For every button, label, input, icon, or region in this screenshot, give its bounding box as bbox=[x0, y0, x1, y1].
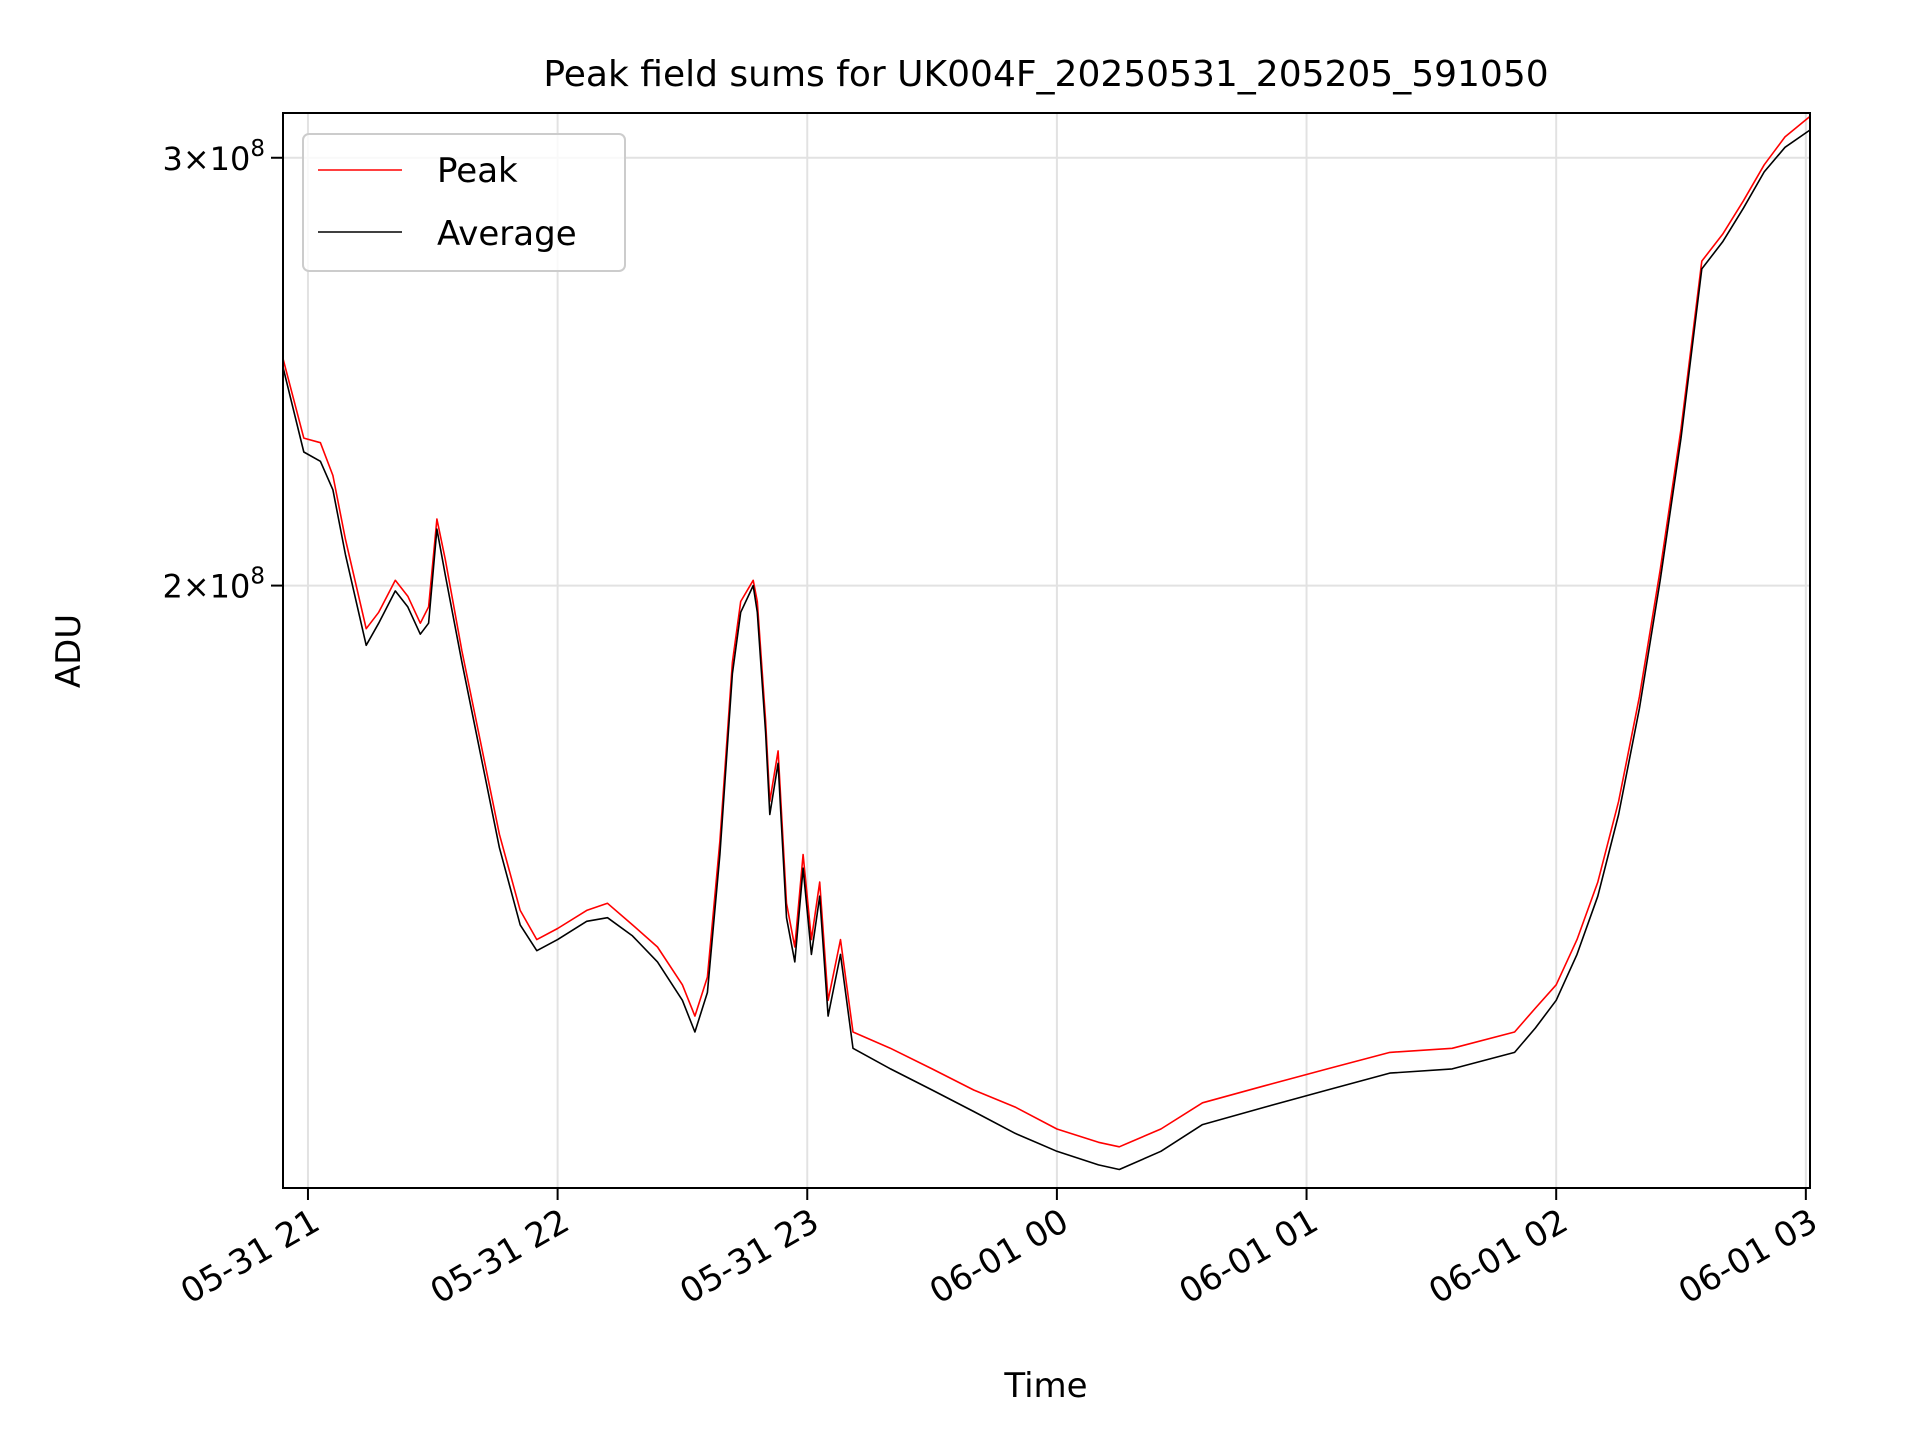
plot-frame bbox=[282, 112, 1811, 1189]
legend-box bbox=[302, 133, 626, 272]
y-axis-label: ADU bbox=[49, 614, 89, 688]
series-line-peak bbox=[282, 115, 1811, 1148]
legend: Peak Average bbox=[302, 133, 626, 272]
y-tick-label: 3×108 bbox=[162, 136, 265, 178]
y-tick-label: 2×108 bbox=[162, 564, 265, 606]
series-line-average bbox=[282, 129, 1811, 1171]
x-axis-label: Time bbox=[1003, 1366, 1087, 1406]
legend-label-average: Average bbox=[437, 214, 577, 254]
y-axis: 2×108 3×108 bbox=[162, 136, 283, 606]
legend-label-peak: Peak bbox=[437, 151, 518, 191]
series-lines bbox=[282, 115, 1811, 1171]
chart-title: Peak field sums for UK004F_20250531_2052… bbox=[543, 54, 1548, 95]
